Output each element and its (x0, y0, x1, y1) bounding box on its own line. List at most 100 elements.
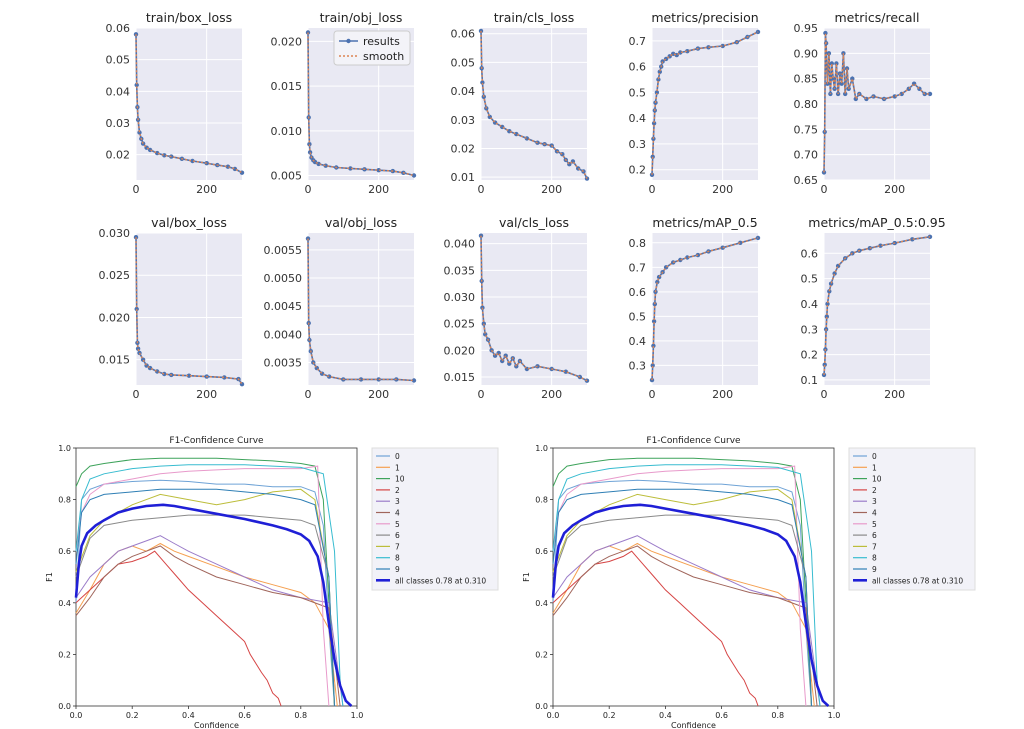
legend-box (371, 447, 499, 591)
legend-label: 9 (872, 565, 877, 574)
curve-class-8 (75, 464, 344, 707)
results-point (655, 279, 660, 285)
y-tick-label: 0.025 (99, 269, 131, 282)
plot-area (308, 233, 414, 385)
subplot-2: 0 200 0.01 0.02 0.03 0.04 0.05 0.06 train/cls_lo… (451, 10, 590, 196)
y-tick-label: 0.035 (444, 264, 476, 277)
legend-label: 1 (395, 463, 400, 472)
y-tick-label: 0.06 (106, 22, 131, 35)
y-tick-label: 0.2 (629, 164, 647, 177)
legend-label-results: results (363, 35, 400, 48)
curve-class-2 (552, 550, 759, 707)
plot-area (481, 28, 587, 180)
results-point (843, 91, 848, 97)
y-tick-label: 0.75 (794, 123, 819, 136)
y-tick-label: 0.7 (629, 261, 647, 274)
results-point (651, 121, 657, 126)
results-point (478, 28, 484, 34)
plot-area (481, 233, 587, 385)
y-tick-label: 0.4 (535, 599, 548, 608)
legend-label: 6 (395, 531, 400, 540)
smooth-line (651, 31, 759, 175)
y-tick-label: 0.005 (271, 170, 303, 183)
results-point (376, 168, 381, 173)
curve-class-0 (75, 479, 335, 707)
results-point (823, 30, 828, 36)
x-axis-label: Confidence (194, 721, 239, 729)
x-tick-label: 200 (541, 183, 562, 196)
y-tick-label: 0.015 (444, 371, 476, 384)
results-point (654, 90, 660, 95)
subplot-title: train/cls_loss (494, 10, 575, 25)
x-tick-label: 200 (368, 388, 389, 401)
results-point (650, 154, 655, 159)
y-tick-label: 0.010 (271, 125, 303, 138)
y-tick-label: 0.0040 (264, 328, 303, 341)
y-tick-label: 0.015 (99, 354, 131, 367)
legend-label: 6 (872, 531, 877, 540)
subplot-title: val/obj_loss (325, 215, 397, 230)
y-tick-label: 0.7 (629, 35, 647, 48)
x-tick-label: 0.8 (771, 711, 784, 720)
y-tick-label: 0.030 (99, 227, 131, 240)
y-tick-label: 1.0 (58, 444, 71, 453)
legend-label: all classes 0.78 at 0.310 (872, 576, 963, 585)
smooth-line (480, 30, 588, 179)
curve-class-all (74, 503, 353, 707)
x-tick-label: 0 (478, 388, 485, 401)
results-point (137, 130, 142, 135)
smooth-line (651, 237, 759, 381)
smooth-line (823, 33, 930, 173)
y-tick-label: 0.65 (794, 174, 819, 187)
results-point (822, 362, 827, 367)
y-tick-label: 0.03 (451, 114, 476, 127)
results-point (222, 375, 227, 380)
y-tick-label: 0.5 (801, 273, 819, 286)
y-tick-label: 0.03 (106, 117, 131, 130)
x-tick-label: 0 (821, 388, 828, 401)
legend-label: 7 (872, 542, 877, 551)
y-tick-label: 0.4 (629, 112, 647, 125)
y-tick-label: 0.0 (58, 702, 71, 711)
results-point (225, 164, 231, 169)
y-axis-label: F1 (522, 572, 531, 582)
results-point (738, 240, 743, 245)
plot-area (136, 28, 242, 180)
y-tick-label: 0.05 (451, 56, 476, 69)
subplot-title: metrics/precision (651, 10, 758, 25)
x-tick-label: 0 (133, 388, 140, 401)
x-tick-label: 0 (305, 388, 312, 401)
subplot-9: 0 200 0.1 0.2 0.3 0.4 0.5 0.6 metrics/mAP_0.5:0.… (801, 215, 946, 401)
f1-title: F1-Confidence Curve (646, 436, 741, 446)
x-tick-label: 0.2 (126, 711, 139, 720)
results-point (651, 343, 656, 348)
y-tick-label: 0.4 (58, 599, 71, 608)
y-tick-label: 0.90 (794, 47, 819, 60)
legend-label: 10 (872, 475, 882, 484)
f1-panel-left: 0.0 0.2 0.4 0.6 0.8 1.0 0.0 0.2 0.4 0.6 0.8 1.0 F1-C… (45, 436, 499, 729)
subplot-title: train/obj_loss (320, 10, 403, 25)
f1-title: F1-Confidence Curve (169, 436, 264, 446)
legend-label: 3 (395, 497, 400, 506)
results-point (307, 142, 312, 147)
y-tick-label: 0.5 (629, 310, 647, 323)
legend-label: 0 (395, 452, 400, 461)
curve-class-10 (552, 457, 812, 707)
x-tick-label: 1.0 (351, 711, 364, 720)
x-tick-label: 0.4 (659, 711, 672, 720)
results-point (411, 378, 417, 383)
results-point (825, 301, 830, 307)
results-point (137, 350, 142, 356)
x-tick-label: 200 (884, 388, 905, 401)
y-tick-label: 0.5 (629, 86, 647, 99)
legend-label: 4 (872, 509, 877, 518)
results-point (134, 306, 139, 312)
x-tick-label: 0.2 (603, 711, 616, 720)
results-point (480, 80, 485, 85)
results-point (162, 153, 167, 158)
legend-label: all classes 0.78 at 0.310 (395, 576, 486, 585)
legend-label: 9 (395, 565, 400, 574)
curve-class-5 (552, 465, 807, 707)
y-tick-label: 0.02 (451, 142, 476, 155)
y-tick-label: 0.8 (58, 496, 71, 505)
